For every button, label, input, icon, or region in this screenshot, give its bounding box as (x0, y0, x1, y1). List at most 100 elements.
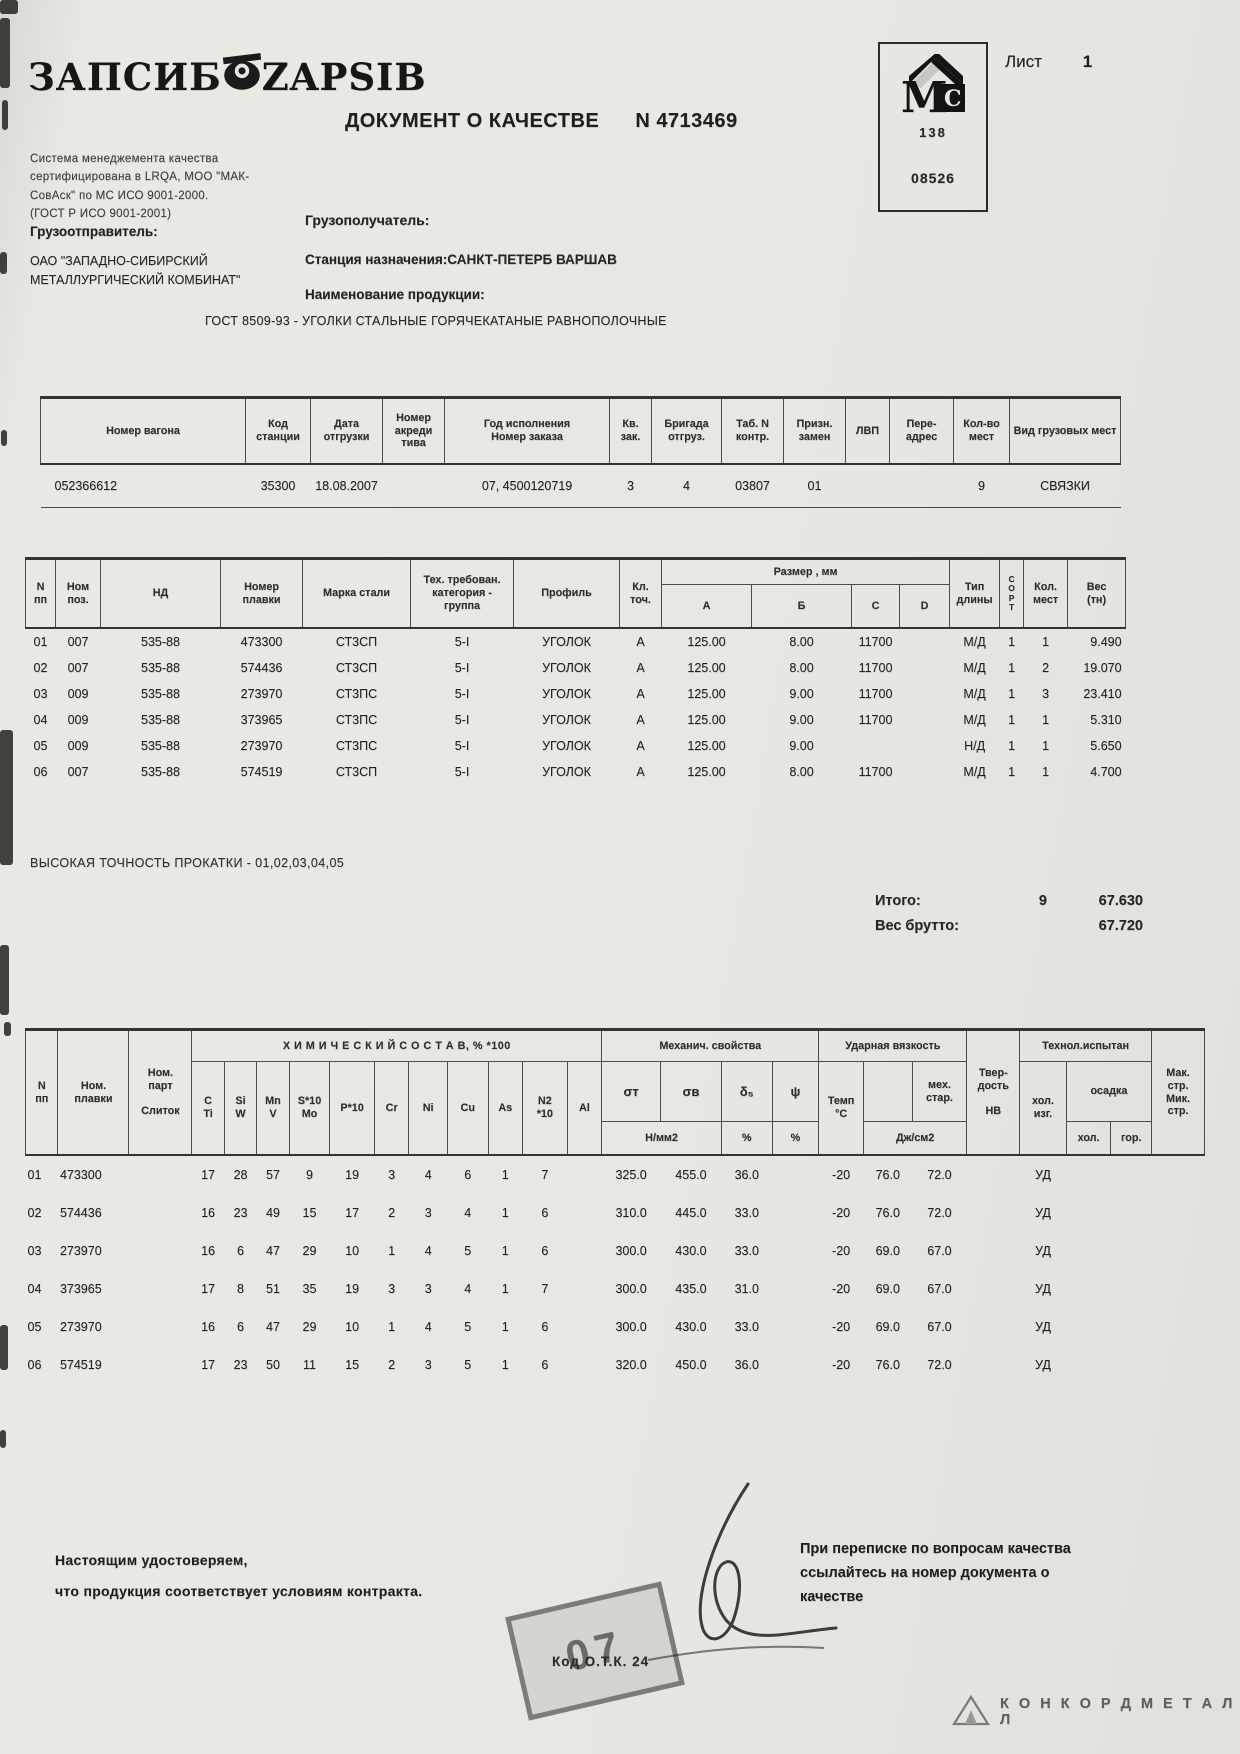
col-header: σв (660, 1060, 722, 1123)
col-header: хол. (1065, 1121, 1112, 1156)
cell-hb (967, 1346, 1020, 1384)
scan-artifact (0, 0, 18, 14)
cell-al (567, 1155, 602, 1194)
gross-row: Вес брутто: 67.720 (875, 918, 1143, 934)
cell-oh (1066, 1194, 1111, 1232)
cell-og (1111, 1194, 1152, 1232)
cell-oh (1066, 1155, 1111, 1194)
col-header: Мак. стр. Мик. стр. (1151, 1029, 1205, 1156)
cell-c: 16 (201, 1206, 216, 1220)
col-header: Номер плавки (220, 558, 303, 629)
cell-kcu: 76.0 (875, 1358, 900, 1372)
cell-p: 17 (345, 1206, 360, 1220)
cell-grade: СТ3СП (335, 635, 378, 649)
cell-profile: УГОЛОК (542, 661, 591, 675)
col-header: Cu (446, 1061, 489, 1156)
cell-psi (772, 1346, 819, 1384)
cell-as: 1 (501, 1358, 509, 1372)
cell-hi: УД (1035, 1358, 1051, 1372)
cell-heat: 574436 (240, 661, 283, 675)
cell-places: 1 (1042, 635, 1050, 649)
cell-nd: 535-88 (141, 661, 180, 675)
cell-si: 28 (233, 1168, 248, 1182)
cert-line: СовАск" по МС ИСО 9001-2000. (30, 189, 209, 202)
otk-code: Код О.Т.К. 24 (552, 1654, 650, 1669)
cell-pos: 009 (67, 713, 89, 727)
scan-artifact (4, 1022, 11, 1036)
cell-oh (1066, 1346, 1111, 1384)
cell-sv: 430.0 (675, 1320, 707, 1334)
cell-n2: 6 (541, 1244, 549, 1258)
certification-note: Система менеджемента качества сертифицир… (30, 150, 340, 224)
table-row: 04 009 535-88 373965 СТ3ПС 5-I УГОЛОК А 125.00 9.… (26, 707, 1126, 733)
cell-c: 11700 (858, 687, 893, 701)
col-group-header: Механич. свойства (601, 1029, 820, 1062)
cell-hb (967, 1194, 1020, 1232)
shipper-name: ОАО "ЗАПАДНО-СИБИРСКИЙ МЕТАЛЛУРГИЧЕСКИЙ … (30, 252, 240, 291)
col-header: Твер- дость НВ (966, 1029, 1021, 1156)
cell-sv: 455.0 (675, 1168, 707, 1182)
cell-p: 10 (345, 1320, 360, 1334)
col-header: Пере- адрес (889, 397, 954, 465)
cert-line: Система менеджемента качества (30, 153, 219, 165)
cell-heat: 273970 (59, 1244, 102, 1258)
col-group-header: Ударная вязкость (818, 1029, 968, 1062)
cell-oh (1066, 1308, 1111, 1346)
col-header: Вид грузовых мест (1009, 397, 1121, 465)
wagon-table: Номер вагона Код станции Дата отгрузки Н… (40, 396, 1121, 508)
cell-heat: 473300 (59, 1168, 102, 1182)
cell-al (567, 1346, 602, 1384)
cell-part (129, 1270, 192, 1308)
gross-spacer (1007, 918, 1047, 934)
cell-n2: 6 (541, 1206, 549, 1220)
cell-d (900, 628, 950, 655)
table-row: 05 273970 16 6 47 29 10 1 4 5 1 6 300.0 430.0 33.0 -20 6… (26, 1308, 1205, 1346)
cell-st: 325.0 (615, 1168, 647, 1182)
cell-s: 29 (302, 1244, 317, 1258)
document-number: N 4713469 (635, 110, 738, 132)
col-group-header: Технол.испытан (1019, 1029, 1153, 1062)
cell-cat: 5-I (454, 713, 470, 727)
cell-mn: 47 (266, 1320, 280, 1334)
cell-weight: 9.490 (1090, 635, 1122, 649)
cell-num: 02 (33, 661, 48, 675)
gross-weight: 67.720 (1098, 918, 1143, 934)
header-row: C Ti Si W Mn V S*10 Mo P*10 Cr Ni Cu As … (26, 1060, 1205, 1156)
cell-c (852, 733, 900, 759)
scan-artifact (0, 252, 7, 274)
precision-note: ВЫСОКАЯ ТОЧНОСТЬ ПРОКАТКИ - 01,02,03,04,… (30, 856, 345, 870)
cell-places: 9 (978, 479, 985, 493)
table-row: 03 009 535-88 273970 СТ3ПС 5-I УГОЛОК А 125.00 9.… (26, 681, 1126, 707)
col-header: Таб. N контр. (721, 397, 784, 465)
scan-artifact (0, 18, 10, 88)
cell-s: 11 (303, 1358, 316, 1372)
cell-b: 9.00 (789, 739, 814, 753)
col-header: % (771, 1121, 820, 1156)
cell-hi: УД (1035, 1206, 1051, 1220)
cell-mn: 47 (266, 1244, 280, 1258)
col-header: Дата отгрузки (310, 397, 383, 465)
cell-places: 2 (1042, 661, 1050, 675)
col-header: P*10 (329, 1061, 375, 1156)
cell-kcu: 69.0 (875, 1282, 900, 1296)
cell-cr: 1 (388, 1320, 396, 1334)
cell-brigade: 4 (683, 479, 690, 493)
cell-len_type: Н/Д (964, 739, 986, 753)
col-header: А (661, 584, 752, 629)
cell-kcu: 76.0 (875, 1206, 900, 1220)
cell-grade: СТ3ПС (335, 713, 378, 727)
col-header: Кв. зак. (609, 397, 652, 465)
station-label: Станция назначения: (305, 252, 448, 267)
cell-heat: 574436 (59, 1206, 102, 1220)
cell-num: 04 (33, 713, 48, 727)
ms-logo-icon: М С (880, 52, 986, 123)
cell-cls: А (636, 739, 645, 753)
cell-a: 125.00 (687, 765, 726, 779)
cell-weight: 5.650 (1090, 739, 1122, 753)
cell-nd: 535-88 (141, 687, 180, 701)
cell-grade: СТ3СП (335, 661, 378, 675)
cell-d5: 33.0 (734, 1244, 759, 1258)
cell-b: 9.00 (789, 687, 814, 701)
cell-s: 15 (302, 1206, 317, 1220)
